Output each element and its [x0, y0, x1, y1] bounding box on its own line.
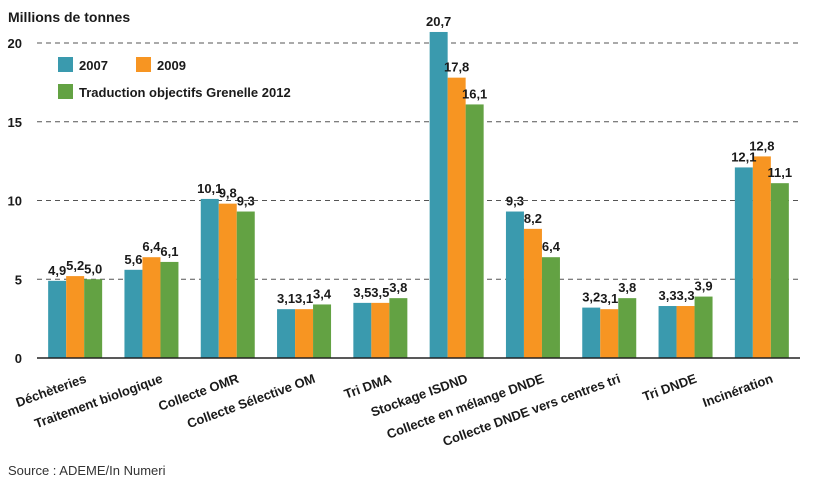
data-label: 10,1	[197, 181, 222, 196]
category-label: Collecte Sélective OM	[185, 371, 317, 431]
legend-label: 2009	[157, 58, 186, 73]
data-label: 9,3	[237, 194, 255, 209]
bar	[694, 296, 713, 358]
data-label: 9,3	[506, 194, 524, 209]
data-label: 5,0	[84, 261, 102, 276]
category-label: Tri DNDE	[640, 371, 698, 404]
data-label: 11,1	[768, 165, 793, 180]
y-tick-label: 5	[15, 272, 22, 287]
bar	[658, 306, 677, 358]
bar	[124, 269, 143, 358]
bar	[582, 307, 601, 358]
data-label: 3,8	[389, 280, 407, 295]
bar	[353, 302, 372, 358]
bar	[465, 104, 484, 358]
data-label: 16,1	[462, 86, 487, 101]
data-label: 12,8	[749, 138, 774, 153]
data-label: 8,2	[524, 211, 542, 226]
source-note: Source : ADEME/In Numeri	[8, 463, 166, 478]
data-label: 3,5	[353, 285, 371, 300]
data-label: 5,2	[66, 258, 84, 273]
data-label: 20,7	[426, 14, 451, 29]
legend-label: 2007	[79, 58, 108, 73]
bar	[66, 276, 85, 358]
bar	[752, 156, 771, 358]
data-label: 3,4	[313, 286, 332, 301]
data-label: 3,1	[295, 291, 313, 306]
data-label: 3,1	[277, 291, 295, 306]
data-label: 3,8	[618, 280, 636, 295]
data-label: 6,4	[542, 239, 561, 254]
legend-swatch	[136, 57, 151, 72]
bar	[277, 309, 296, 358]
category-label: Tri DMA	[342, 371, 394, 402]
data-label: 5,6	[124, 252, 142, 267]
bar	[160, 261, 179, 358]
data-label: 9,8	[219, 186, 237, 201]
bar	[236, 211, 255, 358]
category-label: Incinération	[701, 371, 775, 410]
data-label: 3,9	[695, 279, 713, 294]
data-label: 3,5	[371, 285, 389, 300]
category-label: Traitement biologique	[32, 371, 164, 431]
bar	[389, 298, 408, 358]
bar	[447, 77, 466, 359]
bar-series	[48, 31, 789, 359]
data-label: 6,4	[142, 239, 161, 254]
bar	[505, 211, 524, 358]
legend-swatch	[58, 57, 73, 72]
bar	[371, 302, 390, 358]
bar	[200, 198, 219, 358]
bar	[734, 167, 753, 358]
bar	[142, 257, 161, 358]
y-axis-ticks: 0 5 10 15 20	[8, 36, 22, 366]
y-tick-label: 20	[8, 36, 22, 51]
legend: 2007 2009 Traduction objectifs Grenelle 20…	[58, 57, 291, 100]
y-tick-label: 10	[8, 194, 22, 209]
bar	[541, 257, 560, 358]
legend-swatch	[58, 84, 73, 99]
y-tick-label: 15	[8, 115, 22, 130]
bar	[523, 228, 542, 358]
data-label: 3,3	[677, 288, 695, 303]
y-axis-unit-label: Millions de tonnes	[8, 9, 130, 25]
bar	[295, 309, 314, 358]
bar	[218, 203, 237, 358]
bar	[618, 298, 637, 358]
bar	[600, 309, 619, 358]
bar	[429, 31, 448, 358]
bar	[84, 279, 103, 358]
data-label: 4,9	[48, 263, 66, 278]
bar	[770, 183, 789, 358]
y-tick-label: 0	[15, 351, 22, 366]
bar	[48, 280, 67, 358]
data-label: 3,2	[582, 290, 600, 305]
bar	[676, 306, 695, 358]
legend-label: Traduction objectifs Grenelle 2012	[79, 85, 291, 100]
data-label: 12,1	[731, 149, 756, 164]
data-labels: 4,9 5,2 5,05,66,4 6,110,19,89,33,1 3,1 3,4 3,5…	[48, 14, 792, 306]
bar	[313, 304, 332, 358]
data-label: 3,3	[659, 288, 677, 303]
data-label: 3,1	[600, 291, 618, 306]
data-label: 6,1	[160, 244, 178, 259]
data-label: 17,8	[444, 60, 469, 75]
